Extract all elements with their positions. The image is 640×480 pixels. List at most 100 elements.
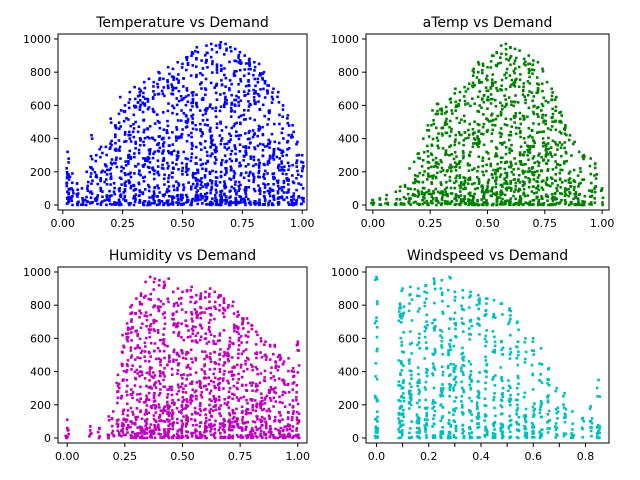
data-point <box>170 92 173 96</box>
data-point <box>454 193 458 196</box>
data-point <box>505 67 509 71</box>
data-point <box>535 131 539 134</box>
data-point <box>91 168 95 171</box>
data-point <box>434 187 438 191</box>
data-point <box>127 162 130 165</box>
data-point <box>572 197 575 201</box>
data-point <box>417 421 421 425</box>
data-point <box>423 290 426 294</box>
data-point <box>143 163 147 166</box>
data-point <box>148 161 152 164</box>
data-point <box>187 133 190 137</box>
data-point <box>142 165 145 169</box>
data-point <box>282 433 286 437</box>
data-point <box>286 179 289 182</box>
data-point <box>219 139 223 142</box>
data-point <box>447 351 450 355</box>
data-point <box>217 388 221 392</box>
data-point <box>199 421 203 424</box>
data-point <box>232 415 236 419</box>
data-point <box>399 185 402 189</box>
data-point <box>260 415 264 419</box>
data-point <box>190 285 194 289</box>
data-point <box>230 428 234 432</box>
data-point <box>176 203 180 207</box>
data-point <box>182 150 185 154</box>
data-point <box>462 176 465 179</box>
data-point <box>443 111 447 115</box>
data-point <box>408 401 411 404</box>
data-point <box>166 199 170 202</box>
data-point <box>163 420 167 423</box>
data-point <box>171 143 175 146</box>
data-point <box>482 93 486 97</box>
data-point <box>513 100 516 104</box>
data-point <box>568 170 572 174</box>
data-point <box>286 423 290 426</box>
data-point <box>302 164 305 168</box>
data-point <box>288 403 292 406</box>
data-point <box>500 78 504 82</box>
data-point <box>228 418 231 422</box>
data-point <box>384 202 387 205</box>
data-point <box>116 423 120 426</box>
data-point <box>477 145 480 149</box>
data-point <box>234 98 238 102</box>
data-point <box>490 81 494 84</box>
data-point <box>277 196 281 200</box>
data-point <box>268 154 272 158</box>
data-point <box>163 311 167 314</box>
data-point <box>251 429 255 433</box>
data-point <box>104 145 108 149</box>
data-point <box>409 285 412 289</box>
data-point <box>498 175 502 179</box>
data-point <box>180 432 184 435</box>
data-point <box>574 196 577 199</box>
data-point <box>222 301 226 305</box>
data-point <box>400 340 404 344</box>
data-point <box>493 98 497 102</box>
data-point <box>423 329 427 333</box>
data-point <box>208 403 211 407</box>
data-point <box>262 194 266 198</box>
data-point <box>198 297 202 301</box>
data-point <box>217 428 221 432</box>
data-point <box>468 178 472 181</box>
data-point <box>375 275 378 279</box>
data-point <box>460 181 463 184</box>
data-point <box>459 185 463 188</box>
data-point <box>254 84 257 88</box>
data-point <box>434 156 438 160</box>
data-point <box>163 356 166 360</box>
data-point <box>459 160 462 163</box>
data-point <box>139 292 143 295</box>
data-point <box>242 369 246 373</box>
data-point <box>400 360 403 363</box>
data-point <box>227 203 231 207</box>
data-point <box>512 114 516 118</box>
data-point <box>253 60 256 64</box>
data-point <box>241 319 245 323</box>
data-point <box>550 155 554 158</box>
data-point <box>460 201 463 204</box>
data-point <box>161 436 165 439</box>
data-point <box>89 172 93 175</box>
data-point <box>528 134 532 138</box>
data-point <box>123 187 127 191</box>
data-point <box>167 436 171 440</box>
data-point <box>489 164 493 168</box>
data-point <box>191 117 195 120</box>
data-point <box>394 202 398 205</box>
data-point <box>224 195 228 198</box>
data-point <box>184 384 187 387</box>
data-point <box>218 412 221 415</box>
data-point <box>138 200 142 204</box>
data-point <box>434 164 438 168</box>
data-point <box>572 168 576 172</box>
x-tick-label: 0.50 <box>475 217 500 230</box>
data-point <box>208 292 211 296</box>
data-point <box>513 202 517 206</box>
data-point <box>201 434 204 437</box>
data-point <box>233 74 237 77</box>
data-point <box>471 127 475 131</box>
